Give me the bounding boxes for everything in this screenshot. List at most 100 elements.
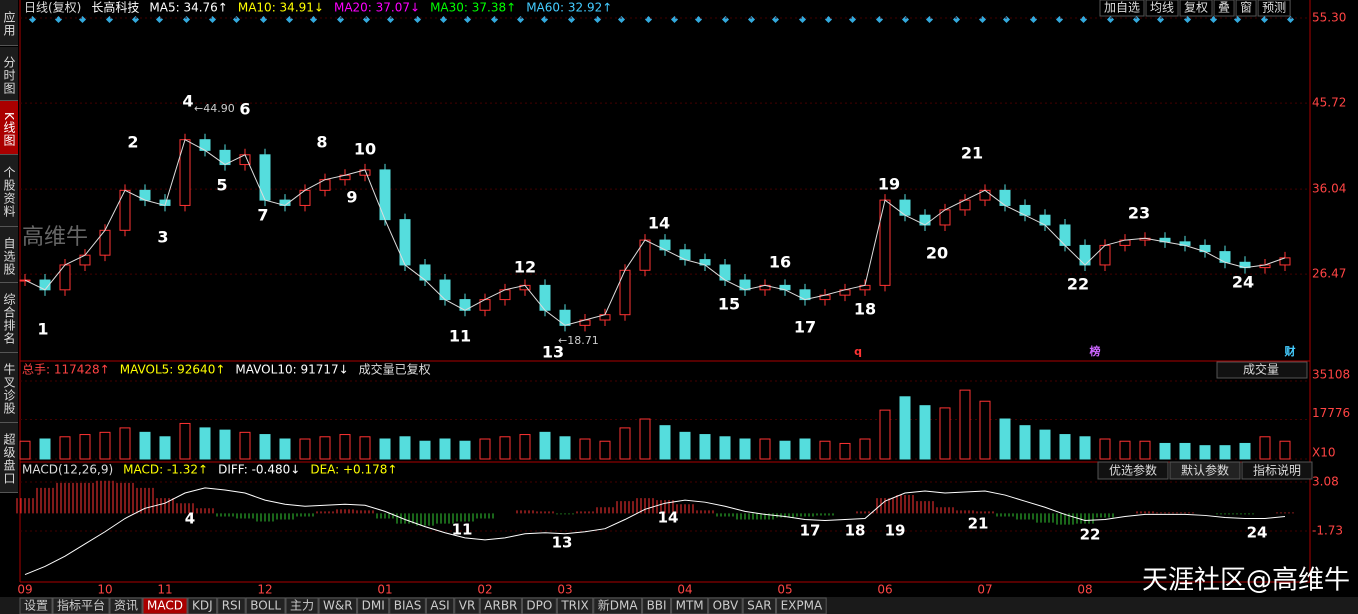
- header-button[interactable]: 窗: [1240, 1, 1252, 15]
- volume-bar: [819, 440, 831, 460]
- signal-diamond: [131, 15, 140, 24]
- bottom-tab[interactable]: MACD: [147, 599, 183, 613]
- volume-bar: [979, 400, 991, 460]
- volume-bar: [1159, 442, 1171, 460]
- volume-bar: [59, 436, 71, 460]
- wave-label: 19: [885, 522, 906, 540]
- signal-diamond: [747, 15, 756, 24]
- price-note: ←18.71: [558, 334, 599, 347]
- header-item: MA5: 34.76↑: [149, 1, 227, 15]
- wave-label: 1: [37, 320, 48, 339]
- button-frame: [1097, 461, 1169, 480]
- volume-bar: [479, 438, 491, 460]
- bottom-tab[interactable]: BIAS: [394, 599, 422, 613]
- macd-button[interactable]: 优选参数: [1109, 463, 1157, 478]
- selector-frame: [1216, 361, 1308, 379]
- bottom-tab[interactable]: VR: [459, 599, 476, 613]
- side-tab[interactable]: 综合排名: [0, 283, 18, 353]
- x-tick-label: 10: [97, 583, 112, 597]
- volume-bar: [299, 438, 311, 460]
- volume-bar: [859, 438, 871, 460]
- bottom-tab[interactable]: 资讯: [114, 599, 138, 613]
- volume-bar: [779, 440, 791, 460]
- bottom-tab[interactable]: KDJ: [192, 599, 213, 613]
- bottom-tab[interactable]: BBI: [647, 599, 667, 613]
- bottom-tab[interactable]: MTM: [676, 599, 704, 613]
- bottom-tab[interactable]: TRIX: [560, 599, 588, 613]
- button-frame: [1179, 0, 1213, 17]
- volume-bar: [899, 396, 911, 460]
- bottom-tab[interactable]: 主力: [290, 599, 314, 613]
- volume-bar: [279, 438, 291, 460]
- volume-bar: [179, 422, 191, 460]
- bottom-tab[interactable]: OBV: [713, 599, 739, 613]
- event-marker: q: [854, 345, 862, 358]
- bottom-tab[interactable]: DPO: [526, 599, 552, 613]
- volume-bar: [659, 425, 671, 460]
- bottom-tab[interactable]: W&R: [323, 599, 353, 613]
- header-button[interactable]: 复权: [1184, 1, 1208, 15]
- header-item: MA20: 37.07↓: [334, 1, 420, 15]
- side-tab[interactable]: 个股资料: [0, 155, 18, 227]
- bottom-tab[interactable]: RSI: [222, 599, 242, 613]
- side-tab[interactable]: 超级盘口: [0, 423, 18, 493]
- tab-frame: [776, 597, 827, 614]
- volume-bar: [119, 427, 131, 460]
- volume-selector[interactable]: 成交量: [1243, 362, 1279, 377]
- header-button[interactable]: 均线: [1150, 1, 1174, 15]
- tab-frame: [454, 597, 480, 614]
- volume-bar: [639, 418, 651, 460]
- tab-frame: [593, 597, 643, 614]
- signal-diamond: [182, 15, 191, 24]
- volume-bar: [719, 436, 731, 460]
- volume-bar: [339, 434, 351, 460]
- macd-header: MACD: -1.32↑: [123, 463, 208, 477]
- bottom-tab[interactable]: DMI: [362, 599, 385, 613]
- macd-button[interactable]: 指标说明: [1253, 463, 1301, 478]
- x-tick-label: 12: [257, 583, 272, 597]
- side-tab[interactable]: 自选股: [0, 227, 18, 283]
- wave-label: 7: [257, 206, 268, 225]
- volume-bar: [1279, 440, 1291, 460]
- tab-frame: [357, 597, 390, 614]
- side-tab[interactable]: K线图: [0, 101, 18, 155]
- side-tab[interactable]: 应用: [0, 0, 18, 46]
- bottom-tab[interactable]: 设置: [24, 599, 48, 613]
- diff-line: [24, 487, 1286, 576]
- header-button[interactable]: 加自选: [1104, 1, 1140, 15]
- side-tab[interactable]: 分时图: [0, 47, 18, 101]
- tab-frame: [52, 597, 110, 614]
- wave-label: 22: [1080, 526, 1101, 544]
- y-tick-label: 55.30: [1312, 11, 1346, 25]
- bottom-tab[interactable]: EXPMA: [781, 599, 823, 613]
- side-tab[interactable]: 牛叉诊股: [0, 353, 18, 423]
- x-tick-label: 04: [677, 583, 692, 597]
- volume-bar: [99, 431, 111, 460]
- volume-bar: [739, 438, 751, 460]
- bottom-tab[interactable]: SAR: [747, 599, 771, 613]
- signal-diamond: [567, 15, 576, 24]
- volume-bar: [199, 427, 211, 460]
- bottom-tab[interactable]: ARBR: [484, 599, 517, 613]
- wave-label: 21: [968, 515, 989, 533]
- wave-label: 10: [354, 140, 376, 159]
- x-tick-label: 11: [157, 583, 172, 597]
- wave-label: 14: [658, 509, 679, 527]
- volume-bar: [1099, 438, 1111, 460]
- volume-bar: [599, 440, 611, 460]
- macd-header: DIFF: -0.480↓: [218, 463, 300, 477]
- signal-diamond: [901, 15, 910, 24]
- bottom-tab[interactable]: ASI: [430, 599, 449, 613]
- header-button[interactable]: 预测: [1262, 1, 1286, 15]
- bottom-tab[interactable]: BOLL: [250, 599, 281, 613]
- wave-label: 3: [157, 228, 168, 247]
- bottom-tab[interactable]: 指标平台: [57, 598, 105, 613]
- bottom-tab[interactable]: 新DMA: [598, 598, 639, 613]
- wave-label: 20: [926, 244, 948, 263]
- tab-frame: [285, 597, 319, 614]
- header-button[interactable]: 叠: [1218, 1, 1230, 15]
- macd-button[interactable]: 默认参数: [1181, 463, 1229, 478]
- volume-bar: [159, 436, 171, 460]
